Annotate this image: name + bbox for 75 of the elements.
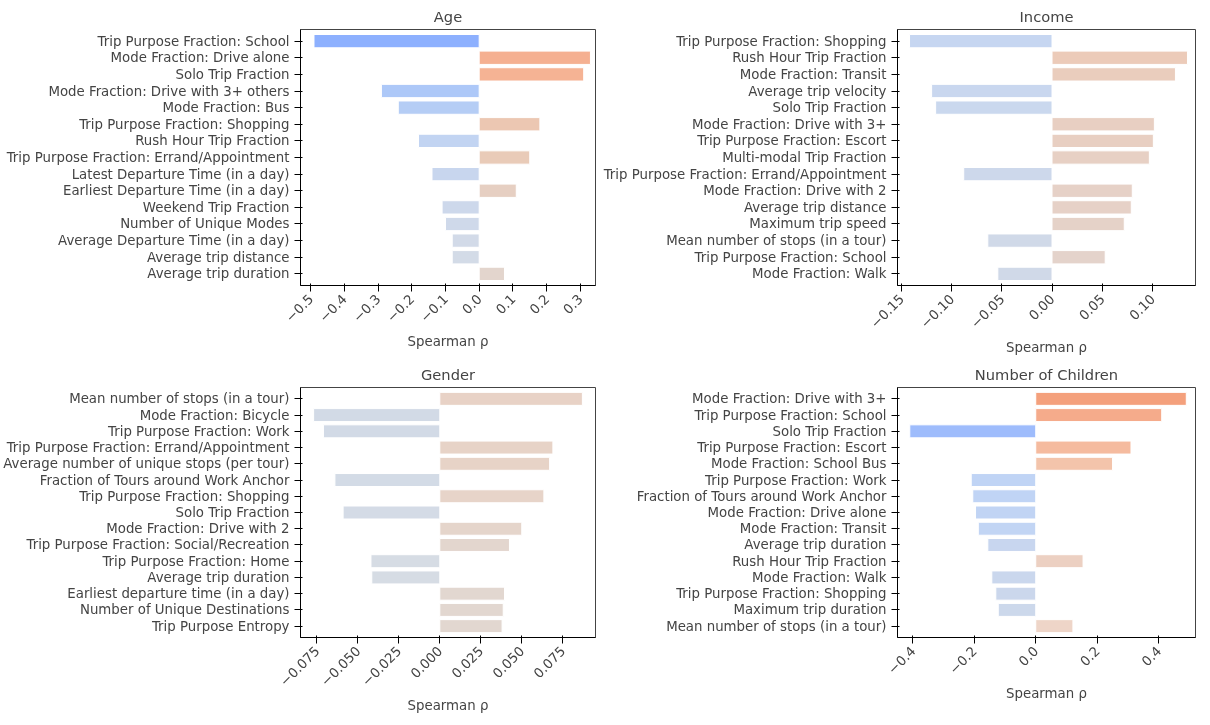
y-tick-label: Number of Unique Modes	[120, 216, 290, 232]
y-tick-label: Mode Fraction: Walk	[752, 266, 887, 282]
x-tick-label: 0.3	[560, 291, 586, 318]
y-tick-label: Mode Fraction: Transit	[739, 66, 887, 82]
y-tick-label: Average trip velocity	[748, 83, 887, 99]
y-tick-label: Mode Fraction: Drive with 3+	[692, 116, 887, 132]
y-tick-label: Average trip duration	[744, 537, 887, 553]
x-tick-label: 0.2	[1077, 643, 1103, 670]
y-tick-label: Mean number of stops (in a tour)	[69, 391, 290, 407]
y-tick-label: Average trip duration	[147, 266, 290, 282]
y-tick-label: Trip Purpose Fraction: Work	[704, 472, 887, 488]
y-tick-label: Trip Purpose Fraction: School	[96, 33, 290, 49]
y-tick-label: Mode Fraction: Drive with 3+	[692, 391, 887, 407]
y-tick-label: Average trip distance	[743, 199, 887, 215]
y-tick-label: Mode Fraction: Transit	[739, 521, 887, 537]
y-tick-label: Mode Fraction: Drive alone	[110, 50, 290, 66]
y-tick-label: Trip Purpose Fraction: Social/Recreation	[25, 537, 290, 553]
y-tick-label: Average number of unique stops (per tour)	[3, 456, 290, 472]
y-tick-label: Trip Purpose Fraction: Shopping	[675, 33, 887, 49]
y-tick-label: Rush Hour Trip Fraction	[732, 553, 887, 569]
y-tick-label: Mean number of stops (in a tour)	[666, 618, 887, 634]
y-tick-label: Mode Fraction: School Bus	[711, 456, 887, 472]
y-tick-label: Average trip distance	[146, 249, 290, 265]
y-tick-label: Earliest departure time (in a day)	[67, 586, 290, 602]
y-tick-label: Trip Purpose Entropy	[150, 618, 290, 634]
y-tick-label: Average Departure Time (in a day)	[58, 233, 290, 249]
y-tick-label: Mode Fraction: Bus	[162, 100, 290, 116]
y-tick-label: Trip Purpose Fraction: Shopping	[78, 488, 290, 504]
y-tick-label: Solo Trip Fraction	[175, 505, 290, 520]
x-axis-title: Spearman ρ	[1006, 686, 1087, 702]
y-tick-label: Trip Purpose Fraction: School	[693, 407, 887, 423]
y-tick-label: Fraction of Tours around Work Anchor	[636, 488, 888, 504]
chart-title: Income	[1019, 7, 1074, 25]
y-tick-label: Trip Purpose Fraction: Errand/Appointment	[5, 150, 290, 165]
x-tick-label: 0.4	[1138, 643, 1165, 670]
x-tick-label: 0.2	[526, 291, 553, 318]
y-tick-label: Earliest Departure Time (in a day)	[62, 183, 290, 199]
chart-title: Gender	[421, 365, 476, 383]
y-tick-label: Trip Purpose Fraction: School	[693, 249, 887, 265]
x-axis-title: Spearman ρ	[407, 698, 489, 714]
y-tick-label: Weekend Trip Fraction	[142, 199, 290, 215]
y-tick-label: Trip Purpose Fraction: Errand/Appointment	[5, 440, 290, 456]
y-tick-label: Trip Purpose Fraction: Escort	[696, 440, 887, 456]
y-tick-label: Solo Trip Fraction	[772, 100, 887, 116]
x-tick-label: 0.0	[1015, 643, 1042, 670]
x-axis-title: Spearman ρ	[407, 334, 489, 350]
y-tick-label: Trip Purpose Fraction: Home	[101, 553, 290, 569]
y-tick-label: Mode Fraction: Drive with 2	[703, 183, 887, 199]
y-tick-label: Trip Purpose Fraction: Errand/Appointment	[602, 166, 887, 182]
chart-title: Age	[433, 7, 463, 25]
y-tick-label: Rush Hour Trip Fraction	[732, 50, 887, 66]
y-tick-label: Trip Purpose Fraction: Shopping	[675, 586, 887, 602]
y-tick-label: Solo Trip Fraction	[772, 423, 887, 439]
y-tick-label: Number of Unique Destinations	[79, 602, 290, 618]
y-tick-label: Mode Fraction: Bicycle	[139, 407, 290, 423]
y-tick-label: Mode Fraction: Drive with 2	[106, 521, 290, 537]
y-tick-label: Average trip duration	[147, 569, 290, 585]
y-tick-label: Mean number of stops (in a tour)	[666, 233, 887, 249]
y-tick-label: Mode Fraction: Walk	[752, 569, 887, 585]
x-axis-title: Spearman ρ	[1006, 340, 1087, 356]
y-tick-label: Trip Purpose Fraction: Escort	[696, 133, 887, 149]
y-tick-label: Trip Purpose Fraction: Work	[107, 423, 290, 439]
y-tick-label: Trip Purpose Fraction: Shopping	[78, 116, 290, 132]
y-tick-label: Maximum trip duration	[733, 602, 887, 618]
x-tick-label: 0.1	[492, 291, 519, 318]
y-tick-label: Solo Trip Fraction	[175, 66, 290, 82]
chart-title: Number of Children	[974, 365, 1119, 383]
y-tick-label: Mode Fraction: Drive with 3+ others	[48, 83, 290, 99]
y-tick-label: Multi-modal Trip Fraction	[722, 150, 887, 165]
y-tick-label: Maximum trip speed	[749, 216, 887, 232]
y-tick-label: Latest Departure Time (in a day)	[71, 166, 290, 182]
y-tick-label: Rush Hour Trip Fraction	[135, 133, 290, 149]
x-tick-label: 0.0	[459, 291, 485, 318]
y-tick-label: Mode Fraction: Drive alone	[707, 505, 887, 520]
y-tick-label: Fraction of Tours around Work Anchor	[39, 472, 291, 488]
